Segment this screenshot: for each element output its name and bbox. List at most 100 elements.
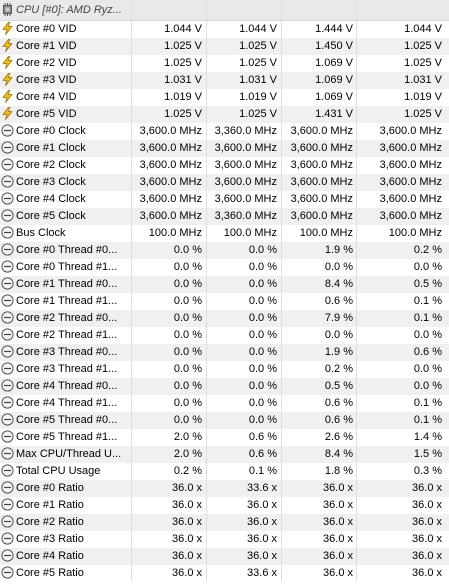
sensor-label: Core #0 Ratio: [16, 482, 84, 494]
lightning-icon: [1, 107, 14, 120]
max-value: 3,600.0 MHz: [282, 191, 357, 208]
sensor-row[interactable]: Core #2 Clock 3,600.0 MHz 3,600.0 MHz 3,600…: [0, 157, 449, 174]
sensor-row[interactable]: Core #1 Ratio 36.0 x 36.0 x 36.0 x 36.0 x: [0, 497, 449, 514]
max-value: 1.8 %: [282, 463, 357, 480]
max-value: 8.4 %: [282, 276, 357, 293]
sensor-label: Core #4 Clock: [16, 193, 86, 205]
sensor-row[interactable]: Core #4 Thread #1... 0.0 % 0.0 % 0.6 % 0.1 %: [0, 395, 449, 412]
sensor-row[interactable]: Core #0 Thread #1... 0.0 % 0.0 % 0.0 % 0.0 %: [0, 259, 449, 276]
sensor-row[interactable]: Core #3 Ratio 36.0 x 36.0 x 36.0 x 36.0 x: [0, 531, 449, 548]
sensor-row[interactable]: Core #5 Clock 3,600.0 MHz 3,360.0 MHz 3,600…: [0, 208, 449, 225]
sensor-row[interactable]: Core #3 Clock 3,600.0 MHz 3,600.0 MHz 3,600…: [0, 174, 449, 191]
sensor-row[interactable]: Core #5 VID 1.025 V 1.025 V 1.431 V 1.025 V: [0, 106, 449, 123]
sensor-label: Core #0 Thread #0...: [16, 244, 118, 256]
min-value: 1.044 V: [207, 21, 282, 38]
min-value: 33.6 x: [207, 480, 282, 497]
sensor-row[interactable]: Core #1 Thread #0... 0.0 % 0.0 % 8.4 % 0.5 %: [0, 276, 449, 293]
sensor-label-cell: Core #4 Thread #0...: [0, 378, 132, 395]
sensor-row[interactable]: Core #4 VID 1.019 V 1.019 V 1.069 V 1.019 V: [0, 89, 449, 106]
sensor-row[interactable]: Core #4 Thread #0... 0.0 % 0.0 % 0.5 % 0.0 %: [0, 378, 449, 395]
gauge-icon: [1, 294, 14, 307]
header-empty-cell: [282, 0, 357, 20]
current-value: 3,600.0 MHz: [132, 191, 207, 208]
min-value: 0.0 %: [207, 412, 282, 429]
current-value: 0.0 %: [132, 259, 207, 276]
gauge-icon: [1, 311, 14, 324]
min-value: 0.0 %: [207, 327, 282, 344]
max-value: 0.5 %: [282, 378, 357, 395]
average-value: 0.1 %: [413, 312, 442, 324]
sensor-row[interactable]: Core #2 VID 1.025 V 1.025 V 1.069 V 1.025 V: [0, 55, 449, 72]
min-value: 36.0 x: [207, 497, 282, 514]
sensor-label-cell: Core #1 VID: [0, 38, 132, 55]
gauge-icon: [1, 498, 14, 511]
lightning-icon: [1, 73, 14, 86]
sensor-label: Core #4 VID: [16, 91, 77, 103]
sensor-label: Core #1 Thread #0...: [16, 278, 118, 290]
gauge-icon: [1, 532, 14, 545]
sensor-row[interactable]: Core #3 VID 1.031 V 1.031 V 1.069 V 1.031 V: [0, 72, 449, 89]
gauge-icon: [1, 243, 14, 256]
max-value: 1.431 V: [282, 106, 357, 123]
current-value: 3,600.0 MHz: [132, 174, 207, 191]
sensor-label-cell: Core #5 VID: [0, 106, 132, 123]
current-value: 3,600.0 MHz: [132, 140, 207, 157]
current-value: 0.0 %: [132, 361, 207, 378]
sensor-row[interactable]: Core #0 VID 1.044 V 1.044 V 1.444 V 1.044 V: [0, 21, 449, 38]
current-value: 36.0 x: [132, 480, 207, 497]
sensor-row[interactable]: Bus Clock 100.0 MHz 100.0 MHz 100.0 MHz 100.…: [0, 225, 449, 242]
average-value: 3,600.0 MHz: [379, 159, 442, 171]
sensor-row[interactable]: Core #5 Thread #1... 2.0 % 0.6 % 2.6 % 1.4 %: [0, 429, 449, 446]
sensor-row[interactable]: Core #0 Ratio 36.0 x 33.6 x 36.0 x 36.0 x: [0, 480, 449, 497]
current-value: 0.0 %: [132, 395, 207, 412]
sensor-row[interactable]: Core #0 Thread #0... 0.0 % 0.0 % 1.9 % 0.2 %: [0, 242, 449, 259]
min-value: 1.019 V: [207, 89, 282, 106]
header-empty-cell: [132, 0, 207, 20]
min-value: 0.0 %: [207, 395, 282, 412]
sensor-row[interactable]: Core #4 Ratio 36.0 x 36.0 x 36.0 x 36.0 x: [0, 548, 449, 565]
sensor-label-cell: Core #2 Thread #0...: [0, 310, 132, 327]
gauge-icon: [1, 226, 14, 239]
current-value: 1.025 V: [132, 38, 207, 55]
max-value: 36.0 x: [282, 497, 357, 514]
sensor-row[interactable]: Core #1 VID 1.025 V 1.025 V 1.450 V 1.025 V: [0, 38, 449, 55]
sensor-row[interactable]: Core #0 Clock 3,600.0 MHz 3,360.0 MHz 3,600…: [0, 123, 449, 140]
max-value: 1.069 V: [282, 89, 357, 106]
sensor-row[interactable]: Core #3 Thread #0... 0.0 % 0.0 % 1.9 % 0.6 %: [0, 344, 449, 361]
min-value: 36.0 x: [207, 548, 282, 565]
sensor-row[interactable]: Total CPU Usage 0.2 % 0.1 % 1.8 % 0.3 %: [0, 463, 449, 480]
sensor-row[interactable]: Core #5 Thread #0... 0.0 % 0.0 % 0.6 % 0.1 %: [0, 412, 449, 429]
sensor-row[interactable]: Core #2 Thread #0... 0.0 % 0.0 % 7.9 % 0.1 %: [0, 310, 449, 327]
gauge-icon: [1, 192, 14, 205]
max-value: 36.0 x: [282, 480, 357, 497]
sensor-group-header[interactable]: CPU [#0]: AMD Ryz...: [0, 0, 449, 21]
sensor-label: Core #3 VID: [16, 74, 77, 86]
sensor-label: Core #1 Thread #1...: [16, 295, 118, 307]
average-value: 0.0 %: [413, 261, 442, 273]
sensor-row[interactable]: Core #2 Thread #1... 0.0 % 0.0 % 0.0 % 0.0 %: [0, 327, 449, 344]
sensor-row[interactable]: Core #5 Ratio 36.0 x 33.6 x 36.0 x 36.0 x: [0, 565, 449, 582]
min-value: 3,360.0 MHz: [207, 123, 282, 140]
sensor-label: Total CPU Usage: [16, 465, 101, 477]
average-value: 1.025 V: [404, 57, 442, 69]
sensor-row[interactable]: Max CPU/Thread U... 2.0 % 0.6 % 8.4 % 1.5 %: [0, 446, 449, 463]
sensor-row[interactable]: Core #1 Clock 3,600.0 MHz 3,600.0 MHz 3,600…: [0, 140, 449, 157]
sensor-row[interactable]: Core #1 Thread #1... 0.0 % 0.0 % 0.6 % 0.1 %: [0, 293, 449, 310]
max-value: 0.2 %: [282, 361, 357, 378]
average-value: 0.5 %: [413, 278, 442, 290]
average-value: 0.0 %: [413, 380, 442, 392]
sensor-label: Core #0 Thread #1...: [16, 261, 118, 273]
current-value: 3,600.0 MHz: [132, 208, 207, 225]
sensor-label-cell: Core #4 VID: [0, 89, 132, 106]
gauge-icon: [1, 277, 14, 290]
sensor-label-cell: Core #3 Ratio: [0, 531, 132, 548]
sensor-row[interactable]: Core #3 Thread #1... 0.0 % 0.0 % 0.2 % 0.0 %: [0, 361, 449, 378]
sensor-row[interactable]: Core #4 Clock 3,600.0 MHz 3,600.0 MHz 3,600…: [0, 191, 449, 208]
sensor-label: Core #5 Ratio: [16, 567, 84, 579]
average-value: 0.6 %: [413, 346, 442, 358]
sensor-row[interactable]: Core #2 Ratio 36.0 x 36.0 x 36.0 x 36.0 x: [0, 514, 449, 531]
sensor-label-cell: Core #2 Clock: [0, 157, 132, 174]
average-value: 0.1 %: [413, 397, 442, 409]
sensor-label-cell: Core #1 Thread #1...: [0, 293, 132, 310]
